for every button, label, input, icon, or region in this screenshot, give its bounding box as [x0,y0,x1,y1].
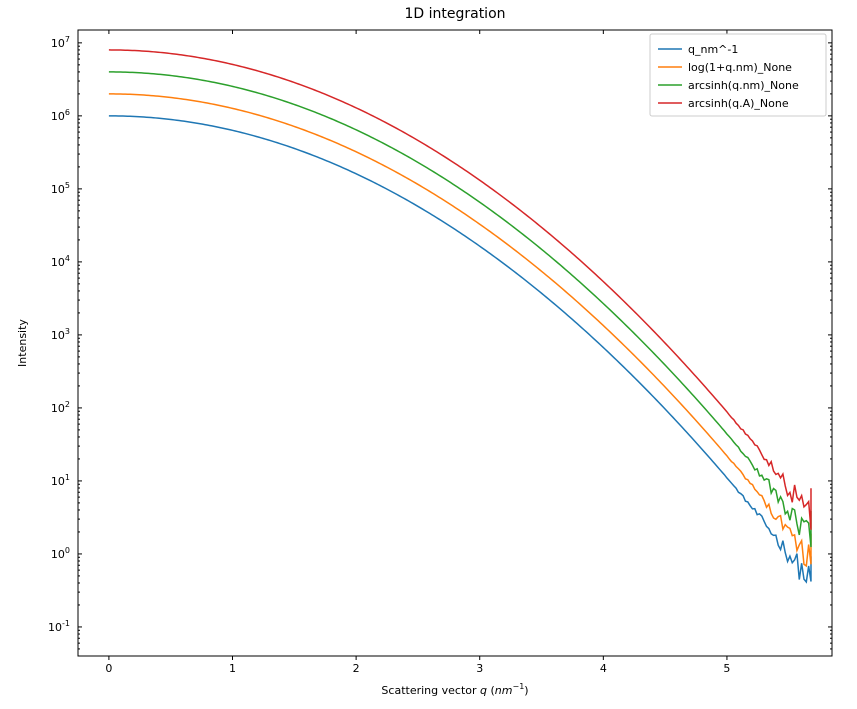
x-axis-label: Scattering vector q (nm−1) [381,682,528,697]
x-tick-label: 4 [600,662,607,675]
y-tick-label: 104 [51,254,70,269]
y-tick-label: 107 [51,35,70,50]
series-group [109,50,811,582]
x-tick-label: 3 [476,662,483,675]
y-tick-label: 100 [51,546,70,561]
legend-label: arcsinh(q.A)_None [688,97,789,110]
y-tick-label: 102 [51,400,70,415]
x-tick-label: 0 [105,662,112,675]
figure: 0 1 2 3 4 5 10-1 100 101 102 103 104 105 106 107 1D int… [0,0,857,709]
x-tick-label: 5 [723,662,730,675]
y-tick-label: 105 [51,181,70,196]
y-tick-label: 106 [51,108,70,123]
x-tick-label: 1 [229,662,236,675]
x-tick-label: 2 [353,662,360,675]
series-s2 [109,72,811,547]
axes-frame [78,30,832,656]
chart-svg: 0 1 2 3 4 5 10-1 100 101 102 103 104 105 106 107 1D int… [0,0,857,709]
legend-label: log(1+q.nm)_None [688,61,792,74]
chart-title: 1D integration [404,6,505,22]
series-s0 [109,116,811,582]
y-tick-label: 10-1 [48,619,70,634]
y-tick-label: 103 [51,327,70,342]
legend-label: q_nm^-1 [688,43,738,56]
series-s3 [109,50,811,530]
y-tick-label: 101 [51,473,70,488]
legend-label: arcsinh(q.nm)_None [688,79,799,92]
legend: q_nm^-1 log(1+q.nm)_None arcsinh(q.nm)_Non… [650,34,826,116]
y-axis-label: Intensity [16,319,29,367]
series-s1 [109,94,811,566]
